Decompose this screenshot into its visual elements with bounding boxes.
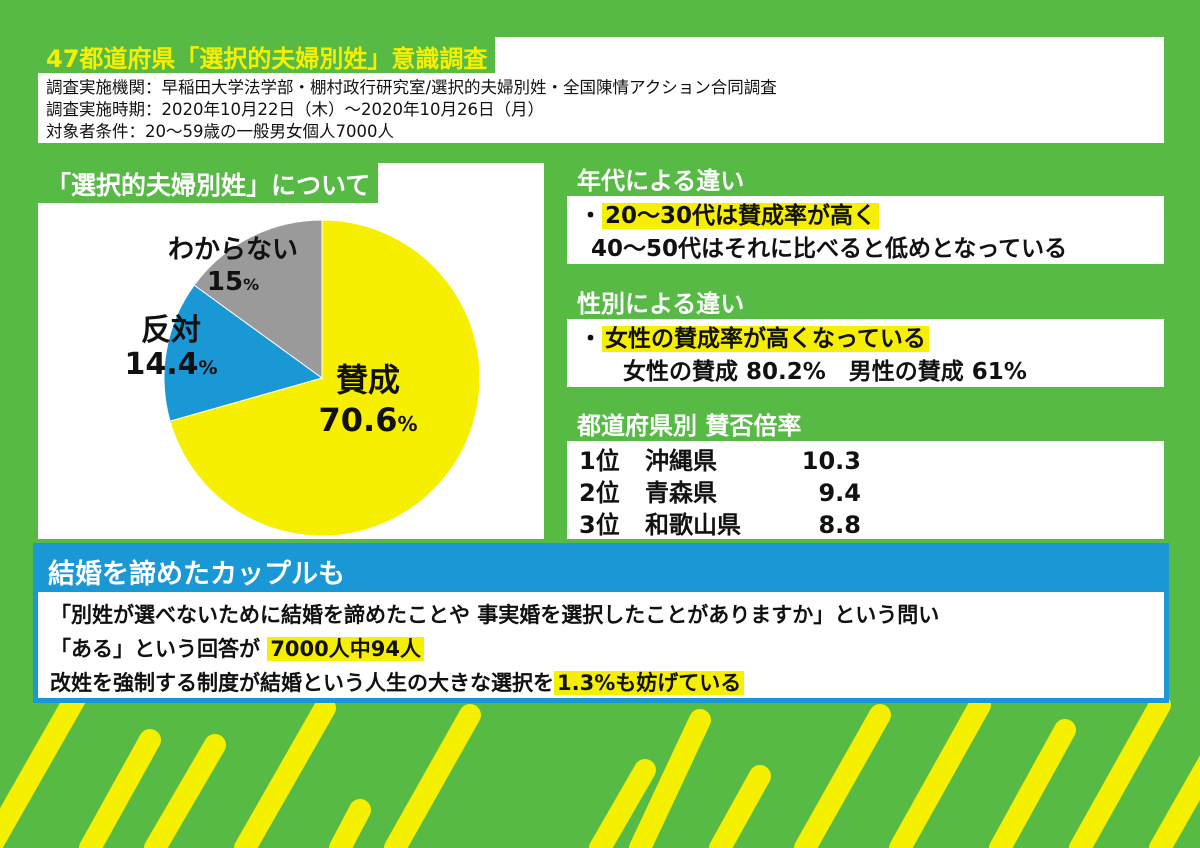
- marriage-question: 「別姓が選べないために結婚を諦めたことや 事実婚を選択したことがありますか」とい…: [50, 603, 940, 627]
- rank: 1位: [579, 447, 620, 475]
- table-row: 2位 青森県 9.4: [579, 477, 869, 509]
- survey-title: 47都道府県「選択的夫婦別姓」意識調査: [38, 37, 496, 73]
- marriage-conclusion: 改姓を強制する制度が結婚という人生の大きな選択を: [50, 671, 554, 695]
- survey-org: 調査実施機関：早稲田大学法学部・棚村政行研究室/選択的夫婦別姓・全国陳情アクショ…: [46, 78, 777, 97]
- ratio-value: 8.8: [818, 511, 861, 539]
- label-agree: 賛成: [336, 361, 400, 399]
- marriage-answer-label: 「ある」という回答が: [50, 637, 268, 661]
- marriage-title: 結婚を諦めたカップルも: [38, 548, 1164, 592]
- prefecture-name: 沖縄県: [645, 447, 717, 475]
- survey-period: 調査実施時期：2020年10月22日（木）～2020年10月26日（月）: [46, 100, 544, 119]
- gender-highlight: 女性の賛成率が高くなっている: [602, 326, 929, 352]
- marriage-panel: 結婚を諦めたカップルも 「別姓が選べないために結婚を諦めたことや 事実婚を選択し…: [33, 543, 1169, 703]
- bullet: ・: [579, 326, 602, 352]
- survey-subjects: 対象者条件：20～59歳の一般男女個人7000人: [46, 122, 394, 141]
- gender-title: 性別による違い: [567, 281, 1164, 319]
- prefecture-ranking: 1位 沖縄県 10.3 2位 青森県 9.4 3位 和歌山県 8.8: [579, 445, 869, 541]
- marriage-answer-highlight: 7000人中94人: [267, 637, 424, 661]
- survey-meta: 調査実施機関：早稲田大学法学部・棚村政行研究室/選択的夫婦別姓・全国陳情アクショ…: [46, 77, 777, 143]
- slice-oppose: [163, 284, 324, 422]
- prefecture-name: 青森県: [645, 479, 717, 507]
- age-title: 年代による違い: [567, 158, 1164, 196]
- label-unsure: わからない: [168, 235, 298, 265]
- prefecture-name: 和歌山県: [645, 511, 741, 539]
- pie-panel-title: 「選択的夫婦別姓」について: [38, 163, 379, 203]
- ratio-value: 9.4: [818, 479, 861, 507]
- age-panel: 年代による違い ・ 20～30代は賛成率が高く 40～50代はそれに比べると低めと…: [562, 153, 1169, 269]
- bullet: ・: [579, 203, 602, 229]
- ratio-value: 10.3: [801, 447, 861, 475]
- age-highlight: 20～30代は賛成率が高く: [602, 203, 880, 229]
- pie-panel: 賛成 70.6% 反対 14.4% わからない 15% 「選択的夫婦別姓」について: [33, 158, 549, 544]
- survey-header: 47都道府県「選択的夫婦別姓」意識調査 調査実施機関：早稲田大学法学部・棚村政行…: [33, 32, 1169, 148]
- gender-detail: 女性の賛成 80.2% 男性の賛成 61%: [623, 359, 1027, 385]
- rank: 2位: [579, 479, 620, 507]
- table-row: 3位 和歌山県 8.8: [579, 509, 869, 541]
- label-oppose: 反対: [141, 313, 201, 348]
- age-detail: 40～50代はそれに比べると低めとなっている: [591, 236, 1068, 262]
- slice-unsure: [193, 219, 323, 379]
- prefecture-title: 都道府県別 賛否倍率: [567, 403, 1164, 441]
- gender-panel: 性別による違い ・女性の賛成率が高くなっている 女性の賛成 80.2% 男性の賛…: [562, 276, 1169, 392]
- rank: 3位: [579, 511, 620, 539]
- marriage-conclusion-highlight: 1.3%も妨げている: [554, 671, 745, 695]
- table-row: 1位 沖縄県 10.3: [579, 445, 869, 477]
- prefecture-panel: 都道府県別 賛否倍率 1位 沖縄県 10.3 2位 青森県 9.4 3位 和歌山…: [562, 398, 1169, 544]
- slice-agree: [169, 219, 481, 537]
